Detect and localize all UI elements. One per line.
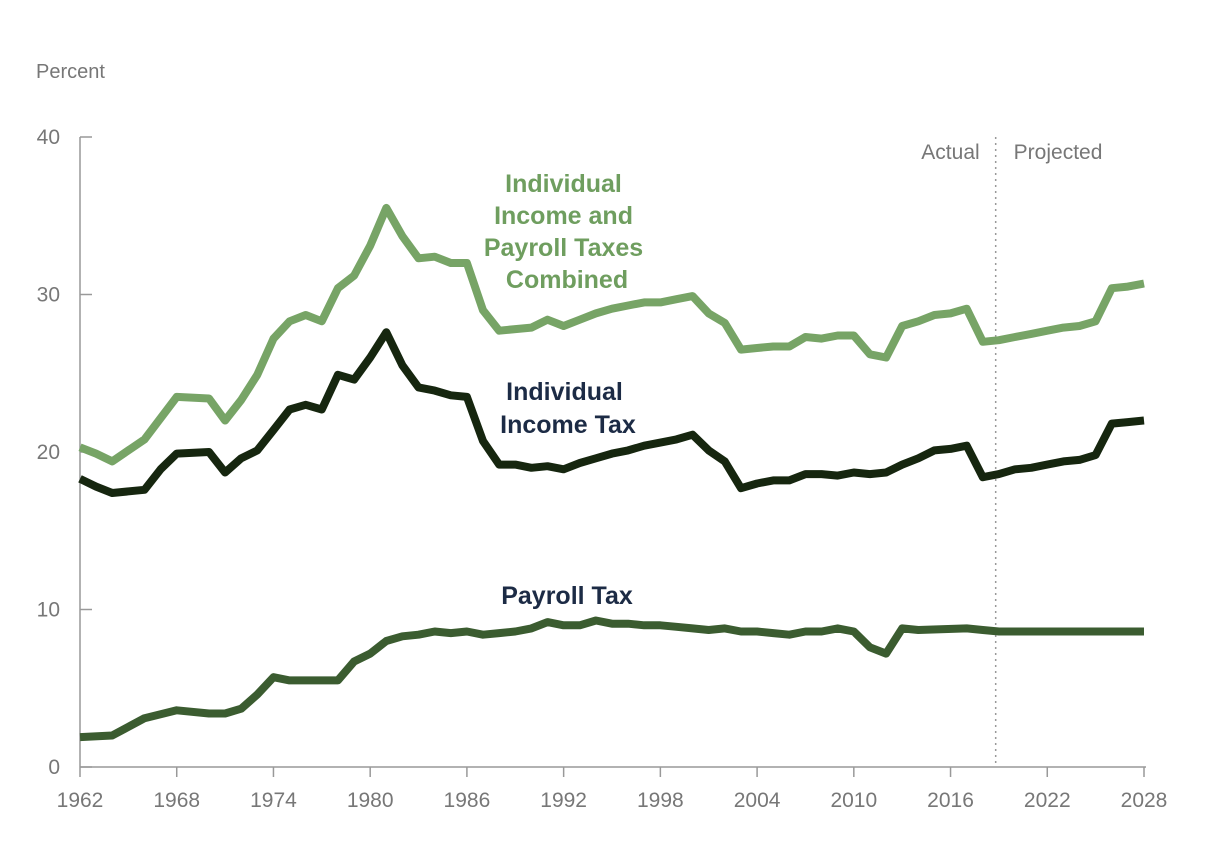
y-tick-label: 40 — [37, 126, 60, 149]
label-line: Payroll Taxes — [484, 234, 643, 262]
projected-label: Projected — [1014, 141, 1103, 164]
series-line-0 — [78, 203, 1145, 466]
x-tick-label: 2004 — [734, 789, 781, 812]
x-tick-label: 1974 — [250, 789, 297, 812]
x-tick-label: 1980 — [347, 789, 394, 812]
series-line-1 — [78, 328, 1145, 497]
y-tick-label: 10 — [37, 599, 60, 622]
payroll-tax-series-label: Payroll Tax — [501, 582, 633, 610]
x-tick-label: 2016 — [927, 789, 974, 812]
x-tick-label: 2028 — [1121, 789, 1168, 812]
x-tick-label: 1992 — [540, 789, 587, 812]
y-tick-label: 0 — [48, 756, 60, 779]
y-tick-label: 20 — [37, 441, 60, 464]
series-line-2 — [79, 616, 1144, 742]
label-line: Individual — [505, 170, 622, 198]
label-line: Income Tax — [500, 411, 636, 439]
x-tick-label: 1968 — [153, 789, 200, 812]
x-tick-label: 1962 — [57, 789, 104, 812]
combined-series-label: Individual Income and Payroll Taxes Comb… — [484, 170, 650, 294]
actual-label: Actual — [921, 141, 979, 164]
label-line: Individual — [506, 378, 623, 406]
x-tick-label: 2022 — [1024, 789, 1071, 812]
y-axis-label: Percent — [36, 61, 105, 83]
y-tick-label: 30 — [37, 284, 60, 307]
x-tick-label: 1986 — [444, 789, 491, 812]
x-tick-label: 1998 — [637, 789, 684, 812]
label-line: Payroll Tax — [501, 582, 633, 610]
x-tick-label: 2010 — [830, 789, 877, 812]
income-tax-series-label: Individual Income Tax — [500, 378, 636, 439]
label-line: Income and — [494, 202, 633, 230]
label-line: Combined — [506, 266, 628, 294]
